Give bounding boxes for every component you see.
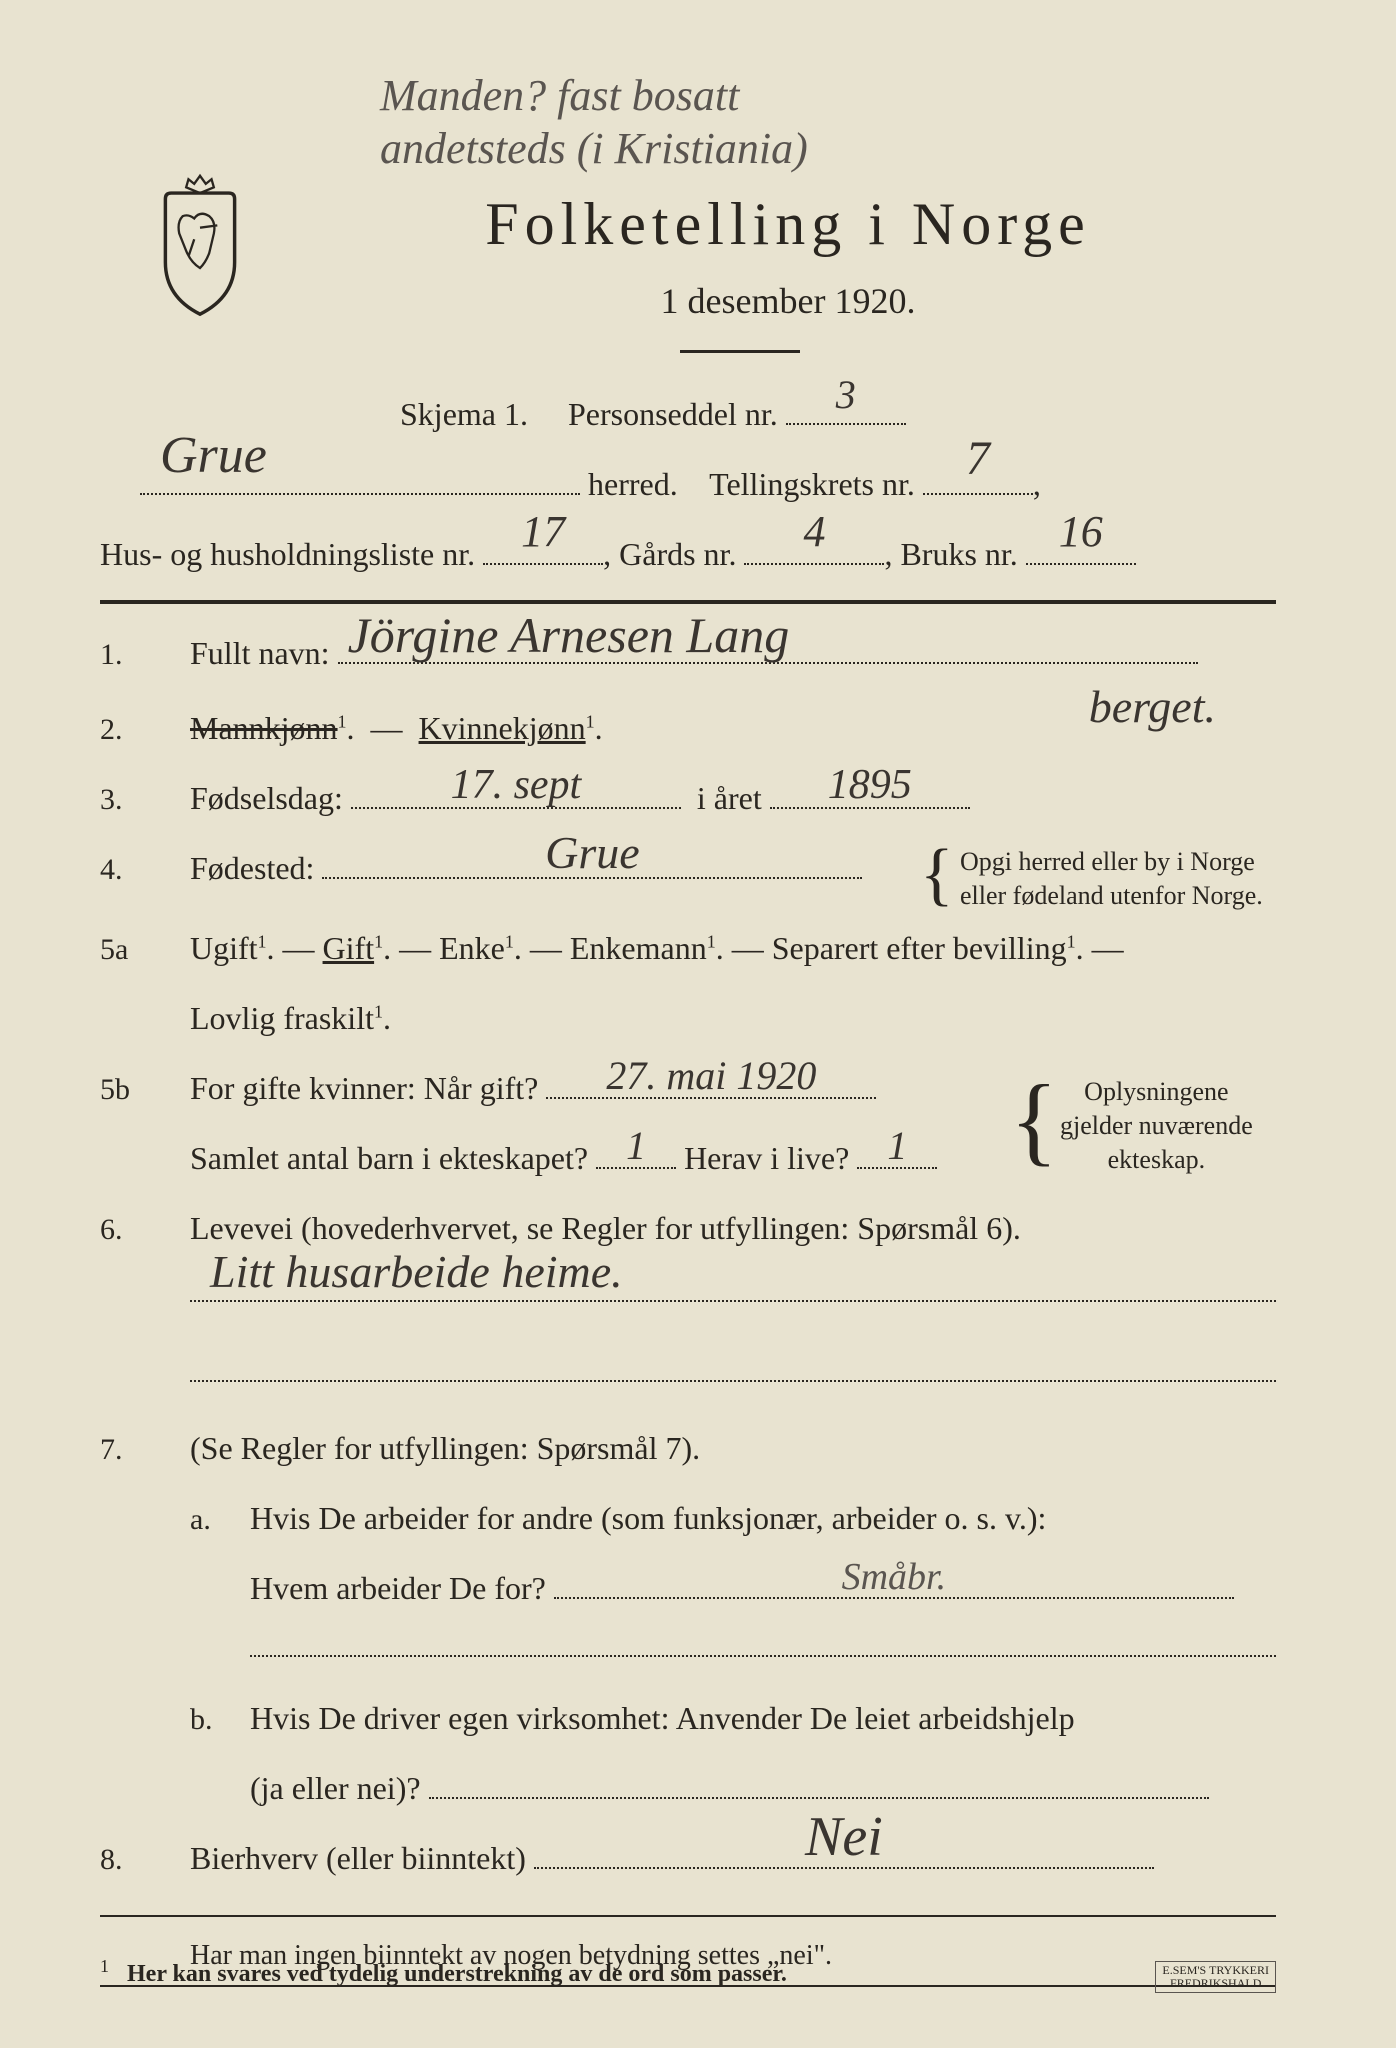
q5a-ugift: Ugift: [190, 930, 258, 966]
divider-thin-1: [100, 1915, 1276, 1917]
q2-kvinne: Kvinnekjønn: [419, 710, 586, 746]
q5b-num: 5b: [100, 1073, 190, 1107]
q8-label: Bierhverv (eller biinntekt): [190, 1840, 526, 1876]
q5a-enkemann: Enkemann: [570, 930, 707, 966]
herred-value: Grue: [140, 417, 580, 495]
q6-line2: [190, 1380, 1276, 1382]
q4-num: 4.: [100, 853, 190, 887]
q7a-row: a. Hvis De arbeider for andre (som funks…: [100, 1500, 1276, 1537]
q3-num: 3.: [100, 783, 190, 817]
tellingskrets-nr: 7: [923, 423, 1033, 495]
q3-label: Fødselsdag:: [190, 780, 343, 816]
q2-num: 2.: [100, 713, 190, 747]
gards-label: Gårds nr.: [619, 536, 736, 572]
q7b-label1: Hvis De driver egen virksomhet: Anvender…: [250, 1700, 1276, 1737]
q1-label: Fullt navn:: [190, 635, 330, 671]
q4-value: Grue: [322, 826, 862, 879]
personseddel-nr: 3: [786, 365, 906, 425]
q3-row: 3. Fødselsdag: 17. sept i året 1895: [100, 780, 1276, 817]
q7b-label2: (ja eller nei)?: [250, 1770, 421, 1806]
q2-mann: Mannkjønn: [190, 710, 338, 746]
personseddel-label: Personseddel nr.: [568, 396, 778, 432]
q5b-label1: For gifte kvinner: Når gift?: [190, 1070, 538, 1106]
q5a-gift: Gift: [323, 930, 375, 966]
q1-num: 1.: [100, 638, 190, 672]
annotation-line1: Manden? fast bosatt: [380, 70, 808, 123]
bruks-nr: 16: [1026, 499, 1136, 565]
q5b-val1: 27. mai 1920: [546, 1052, 876, 1099]
q3-year: 1895: [770, 761, 970, 809]
herred-label: herred.: [588, 466, 678, 502]
q7b-row: b. Hvis De driver egen virksomhet: Anven…: [100, 1700, 1276, 1737]
q8-row: 8. Bierhverv (eller biinntekt) Nei: [100, 1840, 1276, 1877]
census-form-page: Manden? fast bosatt andetsteds (i Kristi…: [100, 60, 1316, 2008]
q2-row: 2. Mannkjønn1. — Kvinnekjønn1.: [100, 710, 1276, 747]
q5a-separert: Separert efter bevilling: [772, 930, 1067, 966]
q4-note: Opgi herred eller by i Norge eller fødel…: [960, 845, 1263, 913]
q5a-lovlig: Lovlig fraskilt: [190, 1000, 374, 1036]
tellingskrets-label: Tellingskrets nr.: [709, 466, 915, 502]
row-hus: Hus- og husholdningsliste nr. 17 , Gårds…: [100, 530, 1276, 578]
q5b-label3: Herav i live?: [684, 1140, 849, 1176]
q7a-row2: Hvem arbeider De for? Småbr.: [100, 1570, 1276, 1607]
q5b-note: Oplysningene gjelder nuværende ekteskap.: [1060, 1075, 1253, 1176]
printer-mark: E.SEM'S TRYKKERI FREDRIKSHALD: [1155, 1961, 1276, 1993]
q6-line: Litt husarbeide heime.: [190, 1300, 1276, 1302]
brace-icon-1: {: [920, 840, 954, 910]
q7a-value: Småbr.: [554, 1555, 1234, 1599]
q7a-label2: Hvem arbeider De for?: [250, 1570, 546, 1606]
q7-row: 7. (Se Regler for utfyllingen: Spørsmål …: [100, 1430, 1276, 1467]
q7a-line: [250, 1655, 1276, 1657]
q5a-num: 5a: [100, 933, 190, 967]
q8-value: Nei: [534, 1805, 1154, 1869]
q3-day: 17. sept: [351, 761, 681, 809]
q5a-row2: Lovlig fraskilt1.: [100, 1000, 1276, 1037]
annotation-line2: andetsteds (i Kristiania): [380, 123, 808, 176]
bruks-label: Bruks nr.: [900, 536, 1017, 572]
q7a-num: a.: [190, 1503, 250, 1537]
hus-label: Hus- og husholdningsliste nr.: [100, 536, 475, 572]
q7a-label1: Hvis De arbeider for andre (som funksjon…: [250, 1500, 1276, 1537]
divider-thick-1: [100, 600, 1276, 604]
q3-mid: i året: [697, 780, 762, 816]
page-title: Folketelling i Norge: [300, 190, 1276, 259]
q7-num: 7.: [100, 1433, 190, 1467]
q7-label: (Se Regler for utfyllingen: Spørsmål 7).: [190, 1430, 1276, 1467]
q5a-enke: Enke: [439, 930, 505, 966]
page-subtitle: 1 desember 1920.: [300, 280, 1276, 322]
q6-num: 6.: [100, 1213, 190, 1247]
q5b-label2: Samlet antal barn i ekteskapet?: [190, 1140, 588, 1176]
footer-note2: 1 Her kan svares ved tydelig understrekn…: [100, 1956, 1276, 1988]
q6-row: 6. Levevei (hovederhvervet, se Regler fo…: [100, 1210, 1276, 1247]
q5b-val2: 1: [596, 1122, 676, 1169]
q5b-val3: 1: [857, 1122, 937, 1169]
q7b-num: b.: [190, 1703, 250, 1737]
annotation-top: Manden? fast bosatt andetsteds (i Kristi…: [380, 70, 808, 176]
q1-row: 1. Fullt navn: Jörgine Arnesen Lang: [100, 635, 1276, 672]
coat-of-arms-icon: [140, 170, 260, 320]
q1-value: Jörgine Arnesen Lang: [338, 606, 1198, 664]
q5a-row: 5a Ugift1. — Gift1. — Enke1. — Enkemann1…: [100, 930, 1276, 967]
q6-label: Levevei (hovederhvervet, se Regler for u…: [190, 1210, 1276, 1247]
q8-num: 8.: [100, 1843, 190, 1877]
q6-value: Litt husarbeide heime.: [210, 1245, 623, 1298]
title-divider: [680, 350, 800, 353]
brace-icon-2: {: [1010, 1070, 1058, 1170]
q4-label: Fødested:: [190, 850, 314, 886]
q7b-row2: (ja eller nei)?: [100, 1770, 1276, 1807]
hus-nr: 17: [483, 499, 603, 565]
gards-nr: 4: [744, 499, 884, 565]
